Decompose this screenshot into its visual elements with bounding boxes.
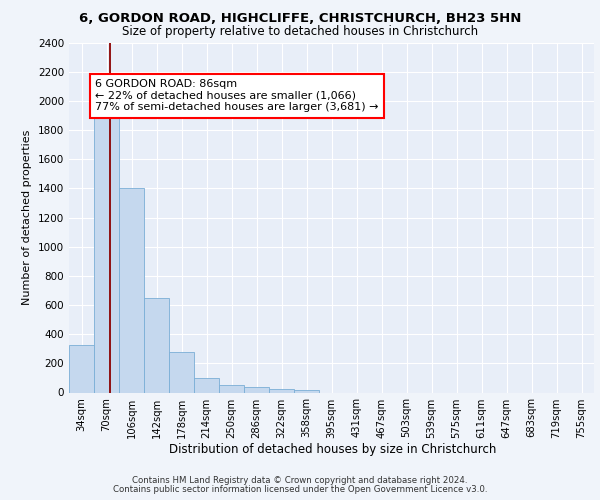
Bar	[119, 188, 144, 392]
Text: 6, GORDON ROAD, HIGHCLIFFE, CHRISTCHURCH, BH23 5HN: 6, GORDON ROAD, HIGHCLIFFE, CHRISTCHURCH…	[79, 12, 521, 26]
Text: Contains HM Land Registry data © Crown copyright and database right 2024.: Contains HM Land Registry data © Crown c…	[132, 476, 468, 485]
Text: Contains public sector information licensed under the Open Government Licence v3: Contains public sector information licen…	[113, 485, 487, 494]
Y-axis label: Number of detached properties: Number of detached properties	[22, 130, 32, 305]
Bar	[269, 389, 294, 392]
Text: Distribution of detached houses by size in Christchurch: Distribution of detached houses by size …	[169, 442, 497, 456]
Bar	[244, 388, 269, 392]
Text: Size of property relative to detached houses in Christchurch: Size of property relative to detached ho…	[122, 25, 478, 38]
Bar	[219, 385, 244, 392]
Bar	[294, 390, 319, 392]
Text: 6 GORDON ROAD: 86sqm
← 22% of detached houses are smaller (1,066)
77% of semi-de: 6 GORDON ROAD: 86sqm ← 22% of detached h…	[95, 80, 379, 112]
Bar	[144, 298, 169, 392]
Bar	[94, 104, 119, 393]
Bar	[69, 345, 94, 393]
Bar	[169, 352, 194, 393]
Bar	[194, 378, 219, 392]
